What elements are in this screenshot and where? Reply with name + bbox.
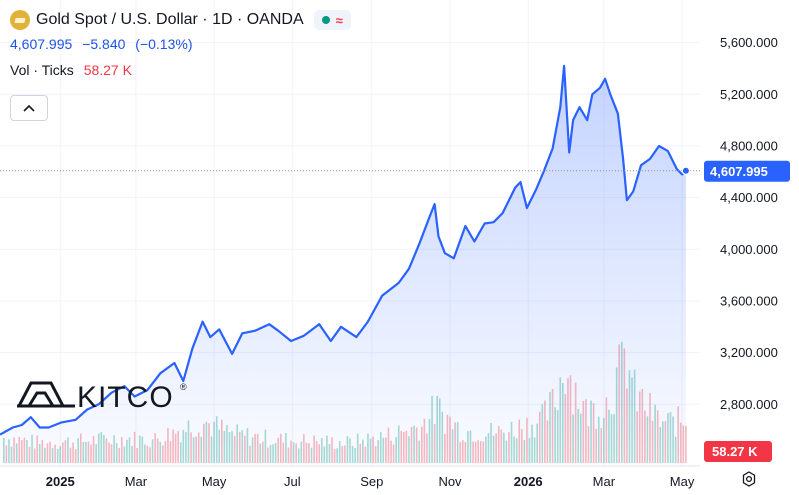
quote-values: 4,607.995 −5.840 (−0.13%) [10, 36, 351, 54]
time-axis-tick-label: Sep [360, 474, 383, 489]
last-price-badge [704, 160, 790, 182]
collapse-legend-button[interactable] [10, 95, 48, 121]
volume-legend[interactable]: Vol · Ticks 58.27 K [10, 62, 351, 80]
volume-legend-label: Vol · Ticks [10, 62, 74, 78]
volume-legend-value: 58.27 K [83, 62, 132, 78]
symbol-title[interactable]: Gold Spot / U.S. Dollar · 1D · OANDA [36, 11, 304, 28]
time-axis-tick-label: Nov [438, 474, 462, 489]
kitco-watermark: KITCO ® [15, 376, 195, 421]
price-axis-tick-label: 4,400.000 [720, 190, 778, 205]
price-change: −5.840 [82, 36, 126, 52]
price-axis-tick-label: 2,800.000 [720, 397, 778, 412]
time-axis-tick-label: 2026 [514, 474, 543, 489]
last-volume-badge [704, 441, 772, 462]
time-axis[interactable]: 2025 Mar May Jul Sep Nov 2026 Mar May [0, 465, 700, 489]
price-change-percent: (−0.13%) [135, 36, 193, 52]
price-axis-tick-label: 3,600.000 [720, 293, 778, 308]
chevron-up-icon [23, 104, 35, 112]
price-axis-tick-label: 5,600.000 [720, 35, 778, 50]
last-price-badge-text: 4,607.995 [710, 164, 768, 179]
price-area [0, 64, 700, 466]
axis-value-labels: 4,607.995 58.27 K [704, 160, 790, 462]
price-axis-tick-label: 5,200.000 [720, 87, 778, 102]
price-axis-tick-label: 4,000.000 [720, 242, 778, 257]
last-volume-badge-text: 58.27 K [712, 444, 758, 459]
time-axis-tick-label: May [202, 474, 227, 489]
time-axis-tick-label: Jul [284, 474, 301, 489]
last-price: 4,607.995 [10, 36, 73, 52]
price-line[interactable] [0, 64, 687, 436]
gold-bar-icon[interactable] [10, 10, 30, 30]
data-delay-icon: ≈ [335, 12, 343, 28]
price-axis-tick-label: 3,200.000 [720, 345, 778, 360]
kitco-wordmark: KITCO [77, 381, 174, 414]
kitco-logo: KITCO ® [17, 381, 187, 414]
symbol-legend: Gold Spot / U.S. Dollar · 1D · OANDA ≈ 4… [10, 8, 351, 80]
time-axis-tick-label: 2025 [46, 474, 75, 489]
time-axis-tick-label: Mar [125, 474, 148, 489]
time-axis-tick-label: May [670, 474, 695, 489]
kitco-logo-mark-outer [17, 381, 65, 407]
status-badges[interactable]: ≈ [313, 10, 351, 30]
last-price-dot [681, 166, 691, 175]
settings-icon [742, 471, 756, 487]
price-axis[interactable]: 2,800.000 3,200.000 3,600.000 4,000.000 4,40… [720, 35, 778, 412]
chart-settings-button[interactable] [738, 468, 760, 490]
market-open-dot-icon [321, 16, 330, 24]
time-axis-tick-label: Mar [593, 474, 616, 489]
registered-mark: ® [180, 382, 187, 392]
kitco-logo-mark-inner [27, 391, 55, 407]
price-axis-tick-label: 4,800.000 [720, 138, 778, 153]
